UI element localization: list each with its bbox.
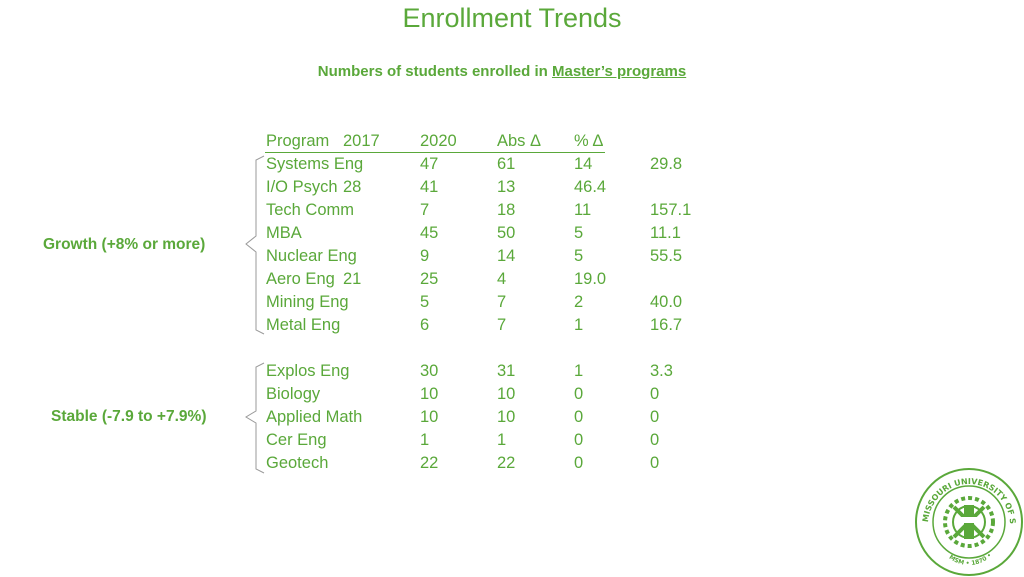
value-abs-delta: 14 [574, 155, 593, 173]
program-name: Metal Eng [266, 316, 341, 334]
value-2020: 10 [497, 408, 516, 426]
value-2020: 22 [497, 454, 516, 472]
value-2017: 21 [343, 270, 362, 288]
value-abs-delta: 0 [574, 431, 584, 449]
value-pct-delta: 19.0 [574, 270, 607, 288]
value-abs-delta: 13 [497, 178, 516, 196]
value-abs-delta: 0 [574, 408, 584, 426]
program-name: Applied Math [266, 408, 363, 426]
program-name: I/O Psych [266, 178, 338, 196]
subtitle-link[interactable]: Master’s programs [551, 63, 687, 80]
column-header-pct-delta: % Δ [574, 132, 604, 150]
university-seal-icon: MISSOURI UNIVERSITY OF SCIENCE & TECHNOL… [914, 467, 1023, 576]
column-header-2017: 2017 [343, 132, 380, 150]
value-pct-delta: 55.5 [650, 247, 683, 265]
stable-group-label: Stable (-7.9 to +7.9%) [51, 408, 207, 425]
program-name: Systems Eng [266, 155, 364, 173]
value-2020: 14 [497, 247, 516, 265]
program-name: MBA [266, 224, 302, 242]
value-2017: 5 [420, 293, 430, 311]
value-pct-delta: 0 [650, 408, 660, 426]
value-2020: 41 [420, 178, 439, 196]
value-2020: 7 [497, 316, 507, 334]
growth-group-label: Growth (+8% or more) [43, 236, 206, 253]
value-pct-delta: 11.1 [650, 224, 681, 242]
value-pct-delta: 0 [650, 454, 660, 472]
growth-brace [245, 155, 265, 335]
value-abs-delta: 5 [574, 224, 584, 242]
value-2017: 47 [420, 155, 439, 173]
value-pct-delta: 0 [650, 431, 660, 449]
value-pct-delta: 0 [650, 385, 660, 403]
value-abs-delta: 1 [574, 316, 584, 334]
value-2017: 10 [420, 408, 439, 426]
program-name: Explos Eng [266, 362, 350, 380]
value-2017: 10 [420, 385, 439, 403]
value-abs-delta: 11 [574, 201, 592, 219]
header-underline [265, 152, 605, 153]
value-2020: 50 [497, 224, 516, 242]
value-2017: 7 [420, 201, 430, 219]
value-pct-delta: 46.4 [574, 178, 607, 196]
value-abs-delta: 5 [574, 247, 584, 265]
value-abs-delta: 1 [574, 362, 584, 380]
value-2020: 18 [497, 201, 516, 219]
value-2017: 28 [343, 178, 362, 196]
value-2017: 9 [420, 247, 430, 265]
value-pct-delta: 16.7 [650, 316, 683, 334]
program-name: Tech Comm [266, 201, 355, 219]
value-pct-delta: 29.8 [650, 155, 683, 173]
value-pct-delta: 3.3 [650, 362, 673, 380]
value-2020: 61 [497, 155, 516, 173]
value-abs-delta: 0 [574, 385, 584, 403]
value-abs-delta: 2 [574, 293, 584, 311]
value-2017: 45 [420, 224, 439, 242]
value-2020: 31 [497, 362, 516, 380]
page-subtitle: Numbers of students enrolled in Master’s… [0, 63, 1004, 80]
page-title: Enrollment Trends [402, 3, 622, 33]
program-name: Biology [266, 385, 321, 403]
value-2017: 30 [420, 362, 439, 380]
value-2020: 1 [497, 431, 507, 449]
value-2020: 25 [420, 270, 439, 288]
value-abs-delta: 4 [497, 270, 507, 288]
value-2017: 6 [420, 316, 430, 334]
program-name: Mining Eng [266, 293, 349, 311]
stable-brace [245, 362, 265, 474]
program-name: Cer Eng [266, 431, 327, 449]
value-abs-delta: 0 [574, 454, 584, 472]
program-name: Geotech [266, 454, 329, 472]
value-2017: 1 [420, 431, 430, 449]
column-header-program: Program [266, 132, 330, 150]
subtitle-prefix: Numbers of students enrolled in [317, 63, 552, 80]
value-pct-delta: 40.0 [650, 293, 683, 311]
value-pct-delta: 157.1 [650, 201, 692, 219]
program-name: Aero Eng [266, 270, 335, 288]
value-2020: 7 [497, 293, 507, 311]
column-header-2020: 2020 [420, 132, 457, 150]
column-header-abs-delta: Abs Δ [497, 132, 542, 150]
program-name: Nuclear Eng [266, 247, 357, 265]
value-2017: 22 [420, 454, 439, 472]
value-2020: 10 [497, 385, 516, 403]
